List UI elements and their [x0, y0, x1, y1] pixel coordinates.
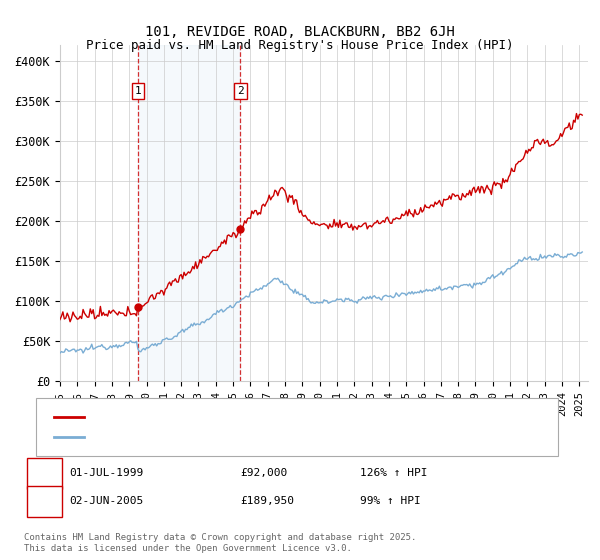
Bar: [138, 45, 241, 381]
Text: 101, REVIDGE ROAD, BLACKBURN, BB2 6JH: 101, REVIDGE ROAD, BLACKBURN, BB2 6JH: [145, 25, 455, 39]
Text: HPI: Average price, semi-detached house, Blackburn with Darwen: HPI: Average price, semi-detached house,…: [93, 432, 481, 442]
Text: 101, REVIDGE ROAD, BLACKBURN, BB2 6JH (semi-detached house): 101, REVIDGE ROAD, BLACKBURN, BB2 6JH (s…: [93, 412, 462, 422]
Text: 1: 1: [41, 468, 48, 478]
Text: 2: 2: [237, 86, 244, 96]
Text: 126% ↑ HPI: 126% ↑ HPI: [360, 468, 427, 478]
Text: Contains HM Land Registry data © Crown copyright and database right 2025.
This d: Contains HM Land Registry data © Crown c…: [24, 534, 416, 553]
Text: Price paid vs. HM Land Registry's House Price Index (HPI): Price paid vs. HM Land Registry's House …: [86, 39, 514, 52]
Text: £189,950: £189,950: [240, 496, 294, 506]
Text: 1: 1: [134, 86, 141, 96]
Text: £92,000: £92,000: [240, 468, 287, 478]
Text: 2: 2: [41, 496, 48, 506]
Text: 02-JUN-2005: 02-JUN-2005: [69, 496, 143, 506]
Text: 01-JUL-1999: 01-JUL-1999: [69, 468, 143, 478]
Text: 99% ↑ HPI: 99% ↑ HPI: [360, 496, 421, 506]
